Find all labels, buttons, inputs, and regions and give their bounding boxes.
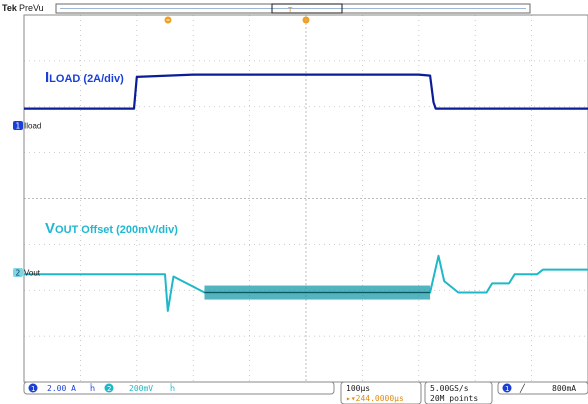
- ch2-scale[interactable]: 200mV: [129, 384, 153, 393]
- svg-text:1: 1: [16, 122, 21, 131]
- record-overview-bar: [55, 3, 531, 14]
- trace-vout: [24, 254, 588, 312]
- trigger-position-marker: T: [287, 6, 293, 14]
- ch2-bw-icon: ĥ: [169, 382, 175, 393]
- timebase-box[interactable]: [340, 381, 422, 404]
- sample-rate: 5.00GS/s: [430, 384, 469, 393]
- trigger-slope-icon: ╱: [519, 383, 526, 393]
- status-bar: 1 2.00 A ĥ 2 200mV ĥ 100µs ▸▾244.0000µs …: [23, 381, 588, 404]
- ch1-badge: 1: [31, 385, 35, 393]
- ch1-ground-marker[interactable]: 1: [13, 121, 23, 131]
- vout-annotation: VOUT Offset (200mV/div): [45, 220, 178, 237]
- ch2-ground-marker[interactable]: 2: [13, 268, 23, 278]
- graticule-grid: [24, 15, 588, 382]
- timebase-scale: 100µs: [346, 384, 370, 393]
- trigger-time-icon: [164, 16, 172, 24]
- vertical-settings-box[interactable]: [23, 381, 335, 395]
- ch2-badge: 2: [107, 385, 111, 393]
- svg-text:2: 2: [16, 269, 21, 278]
- trigger-level: 800mA: [552, 384, 576, 393]
- traces-layer: [24, 73, 588, 312]
- trigger-box[interactable]: [497, 381, 588, 395]
- trigger-delay: ▸▾244.0000µs: [346, 394, 404, 403]
- svg-text:T: T: [287, 6, 293, 14]
- ch1-scale[interactable]: 2.00 A: [47, 384, 76, 393]
- acquisition-mode: PreVu: [19, 3, 44, 13]
- ch1-ref-label: Iload: [24, 122, 41, 131]
- record-length: 20M points: [430, 394, 478, 403]
- ch1-bw-icon: ĥ: [89, 382, 95, 393]
- brand-label: Tek: [2, 3, 18, 13]
- iload-annotation: ILOAD (2A/div): [45, 69, 124, 86]
- trigger-source-badge: 1: [505, 385, 509, 393]
- ch2-ref-label: Vout: [24, 269, 41, 278]
- trace-iload: [24, 73, 588, 110]
- acquisition-box[interactable]: [424, 381, 493, 404]
